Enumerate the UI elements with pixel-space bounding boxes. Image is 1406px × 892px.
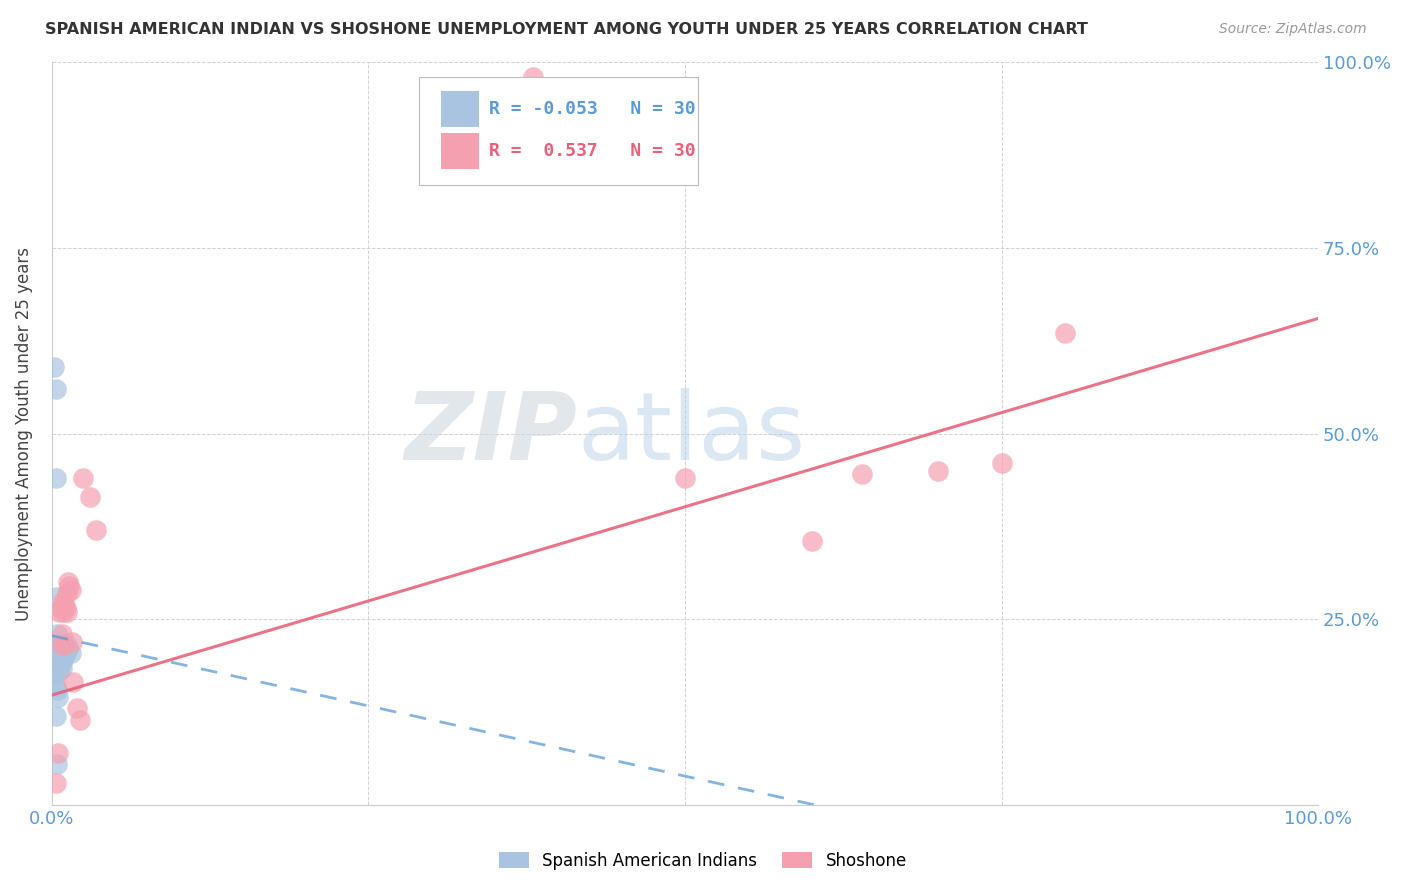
Text: atlas: atlas	[578, 388, 806, 480]
Point	[46, 638, 69, 652]
Point	[44, 668, 66, 682]
Point	[55, 601, 77, 615]
Point	[46, 746, 69, 760]
Point	[53, 642, 76, 657]
Point	[800, 534, 823, 549]
Point	[56, 638, 79, 652]
Point	[53, 598, 76, 612]
Text: SPANISH AMERICAN INDIAN VS SHOSHONE UNEMPLOYMENT AMONG YOUTH UNDER 25 YEARS CORR: SPANISH AMERICAN INDIAN VS SHOSHONE UNEM…	[45, 22, 1088, 37]
Point	[46, 690, 69, 705]
Point	[51, 627, 73, 641]
Point	[48, 665, 70, 679]
Point	[62, 675, 84, 690]
Point	[84, 523, 107, 537]
Legend: Spanish American Indians, Shoshone: Spanish American Indians, Shoshone	[492, 846, 914, 877]
Point	[52, 605, 75, 619]
Bar	[440, 91, 478, 127]
Point	[927, 464, 949, 478]
Point	[45, 382, 67, 396]
Point	[52, 646, 75, 660]
Point	[851, 467, 873, 482]
Point	[45, 757, 67, 772]
Point	[49, 601, 72, 615]
Y-axis label: Unemployment Among Youth under 25 years: Unemployment Among Youth under 25 years	[15, 246, 32, 621]
Point	[49, 649, 72, 664]
FancyBboxPatch shape	[419, 77, 697, 185]
Point	[45, 776, 67, 790]
Point	[44, 359, 66, 374]
Point	[45, 590, 67, 604]
Point	[56, 586, 79, 600]
Point	[45, 679, 67, 693]
Point	[52, 594, 75, 608]
Point	[51, 660, 73, 674]
Point	[49, 657, 72, 671]
Point	[673, 471, 696, 485]
Point	[60, 634, 83, 648]
Point	[48, 649, 70, 664]
Point	[58, 579, 80, 593]
Text: Source: ZipAtlas.com: Source: ZipAtlas.com	[1219, 22, 1367, 37]
Point	[1053, 326, 1076, 341]
Point	[58, 642, 80, 657]
Point	[72, 471, 94, 485]
Text: R =  0.537   N = 30: R = 0.537 N = 30	[489, 143, 696, 161]
Point	[51, 646, 73, 660]
Point	[59, 646, 82, 660]
Point	[990, 456, 1012, 470]
Text: ZIP: ZIP	[405, 388, 578, 480]
Point	[66, 701, 89, 715]
Text: R = -0.053   N = 30: R = -0.053 N = 30	[489, 100, 696, 118]
Point	[56, 605, 79, 619]
Point	[59, 582, 82, 597]
Point	[58, 575, 80, 590]
Point	[51, 653, 73, 667]
Point	[79, 490, 101, 504]
Point	[46, 653, 69, 667]
Point	[52, 653, 75, 667]
Point	[48, 605, 70, 619]
Point	[48, 657, 70, 671]
Point	[53, 649, 76, 664]
Point	[45, 682, 67, 697]
Point	[46, 646, 69, 660]
Point	[69, 713, 91, 727]
Point	[55, 646, 77, 660]
Point	[522, 70, 544, 84]
Point	[45, 709, 67, 723]
Point	[51, 638, 73, 652]
Point	[53, 638, 76, 652]
Bar	[440, 134, 478, 169]
Point	[45, 471, 67, 485]
Point	[45, 627, 67, 641]
